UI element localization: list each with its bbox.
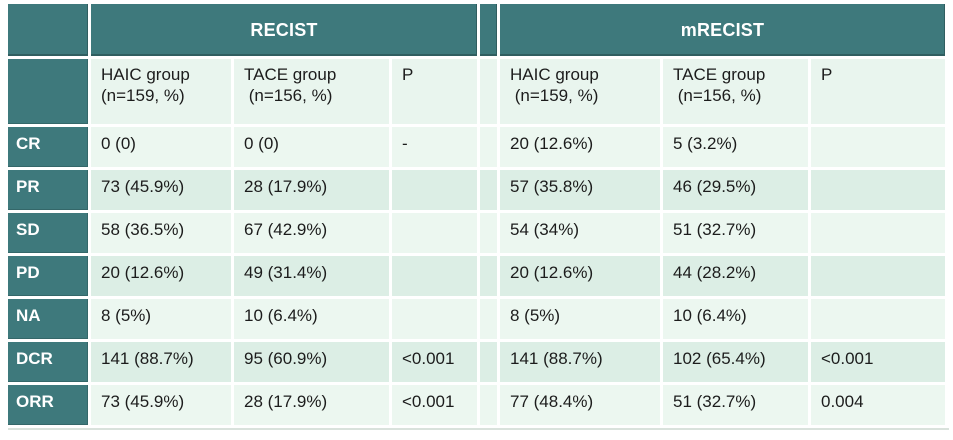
spacer-cell xyxy=(480,170,497,210)
data-cell-mrecist-p: 0.004 xyxy=(811,385,945,425)
row-label: PR xyxy=(8,170,88,210)
data-cell-mrecist-tace: 44 (28.2%) xyxy=(663,256,808,296)
data-cell-mrecist-haic: 77 (48.4%) xyxy=(500,385,660,425)
row-label: NA xyxy=(8,299,88,339)
data-cell-mrecist-haic: 20 (12.6%) xyxy=(500,127,660,167)
table-row-pr: PR 73 (45.9%) 28 (17.9%) 57 (35.8%) 46 (… xyxy=(8,170,945,210)
tumor-response-table: RECIST mRECIST HAIC group (n=159, %) TACE… xyxy=(5,1,948,428)
column-header-mrecist-tace: TACE group (n=156, %) xyxy=(663,59,808,124)
data-cell-mrecist-p xyxy=(811,170,945,210)
data-cell-recist-haic: 141 (88.7%) xyxy=(91,342,231,382)
column-header-line1: TACE group xyxy=(244,65,337,84)
column-header-line2: (n=156, %) xyxy=(244,86,333,105)
spacer-cell xyxy=(480,385,497,425)
data-cell-mrecist-haic: 141 (88.7%) xyxy=(500,342,660,382)
data-cell-mrecist-p xyxy=(811,213,945,253)
data-cell-recist-haic: 8 (5%) xyxy=(91,299,231,339)
column-header-recist-tace: TACE group (n=156, %) xyxy=(234,59,389,124)
table-row-sd: SD 58 (36.5%) 67 (42.9%) 54 (34%) 51 (32… xyxy=(8,213,945,253)
data-cell-mrecist-tace: 102 (65.4%) xyxy=(663,342,808,382)
data-cell-mrecist-p xyxy=(811,299,945,339)
table-row-orr: ORR 73 (45.9%) 28 (17.9%) <0.001 77 (48.… xyxy=(8,385,945,425)
data-cell-mrecist-tace: 51 (32.7%) xyxy=(663,385,808,425)
table-row-cr: CR 0 (0) 0 (0) - 20 (12.6%) 5 (3.2%) xyxy=(8,127,945,167)
data-cell-recist-tace: 28 (17.9%) xyxy=(234,170,389,210)
data-cell-recist-haic: 0 (0) xyxy=(91,127,231,167)
table-row-na: NA 8 (5%) 10 (6.4%) 8 (5%) 10 (6.4%) xyxy=(8,299,945,339)
data-cell-recist-haic: 20 (12.6%) xyxy=(91,256,231,296)
row-label: ORR xyxy=(8,385,88,425)
data-cell-recist-p xyxy=(392,299,477,339)
row-label: DCR xyxy=(8,342,88,382)
column-header-line1: P xyxy=(821,65,833,84)
data-cell-mrecist-p: <0.001 xyxy=(811,342,945,382)
data-cell-recist-haic: 73 (45.9%) xyxy=(91,170,231,210)
column-header-line2: (n=159, %) xyxy=(101,86,185,105)
column-header-mrecist-haic: HAIC group (n=159, %) xyxy=(500,59,660,124)
column-header-line1: HAIC group xyxy=(510,65,599,84)
corner-cell xyxy=(8,4,88,56)
data-cell-mrecist-p xyxy=(811,256,945,296)
spacer-cell xyxy=(480,213,497,253)
column-header-recist-haic: HAIC group (n=159, %) xyxy=(91,59,231,124)
data-cell-recist-p xyxy=(392,256,477,296)
spacer-cell xyxy=(480,127,497,167)
column-header-mrecist-p: P xyxy=(811,59,945,124)
data-cell-mrecist-haic: 20 (12.6%) xyxy=(500,256,660,296)
data-cell-mrecist-tace: 10 (6.4%) xyxy=(663,299,808,339)
data-cell-mrecist-haic: 54 (34%) xyxy=(500,213,660,253)
spacer-cell xyxy=(480,299,497,339)
spacer-cell xyxy=(480,342,497,382)
row-label-header-cell xyxy=(8,59,88,124)
section-header-mrecist: mRECIST xyxy=(500,4,945,56)
data-cell-recist-tace: 10 (6.4%) xyxy=(234,299,389,339)
column-header-row: HAIC group (n=159, %) TACE group (n=156, … xyxy=(8,59,945,124)
row-label: SD xyxy=(8,213,88,253)
data-cell-recist-p xyxy=(392,170,477,210)
data-cell-recist-tace: 0 (0) xyxy=(234,127,389,167)
column-header-line1: TACE group xyxy=(673,65,766,84)
row-label: CR xyxy=(8,127,88,167)
data-cell-mrecist-tace: 5 (3.2%) xyxy=(663,127,808,167)
section-header-row: RECIST mRECIST xyxy=(8,4,945,56)
table-row-pd: PD 20 (12.6%) 49 (31.4%) 20 (12.6%) 44 (… xyxy=(8,256,945,296)
section-header-recist: RECIST xyxy=(91,4,477,56)
data-cell-mrecist-tace: 51 (32.7%) xyxy=(663,213,808,253)
data-cell-mrecist-tace: 46 (29.5%) xyxy=(663,170,808,210)
data-cell-recist-tace: 67 (42.9%) xyxy=(234,213,389,253)
data-cell-recist-p: <0.001 xyxy=(392,385,477,425)
data-cell-recist-tace: 28 (17.9%) xyxy=(234,385,389,425)
data-cell-recist-p: <0.001 xyxy=(392,342,477,382)
data-cell-recist-p: - xyxy=(392,127,477,167)
data-cell-recist-tace: 49 (31.4%) xyxy=(234,256,389,296)
column-header-spacer xyxy=(480,59,497,124)
spacer-cell xyxy=(480,256,497,296)
column-header-line1: HAIC group xyxy=(101,65,190,84)
data-cell-mrecist-haic: 57 (35.8%) xyxy=(500,170,660,210)
column-header-line2: (n=156, %) xyxy=(673,86,762,105)
table-row-dcr: DCR 141 (88.7%) 95 (60.9%) <0.001 141 (8… xyxy=(8,342,945,382)
column-header-line1: P xyxy=(402,65,414,84)
column-header-recist-p: P xyxy=(392,59,477,124)
data-cell-recist-haic: 58 (36.5%) xyxy=(91,213,231,253)
data-cell-recist-p xyxy=(392,213,477,253)
data-cell-recist-tace: 95 (60.9%) xyxy=(234,342,389,382)
column-header-line2: (n=159, %) xyxy=(510,86,599,105)
data-cell-mrecist-p xyxy=(811,127,945,167)
data-cell-mrecist-haic: 8 (5%) xyxy=(500,299,660,339)
section-spacer-cell xyxy=(480,4,497,56)
table-bottom-edge xyxy=(8,428,949,430)
data-cell-recist-haic: 73 (45.9%) xyxy=(91,385,231,425)
row-label: PD xyxy=(8,256,88,296)
